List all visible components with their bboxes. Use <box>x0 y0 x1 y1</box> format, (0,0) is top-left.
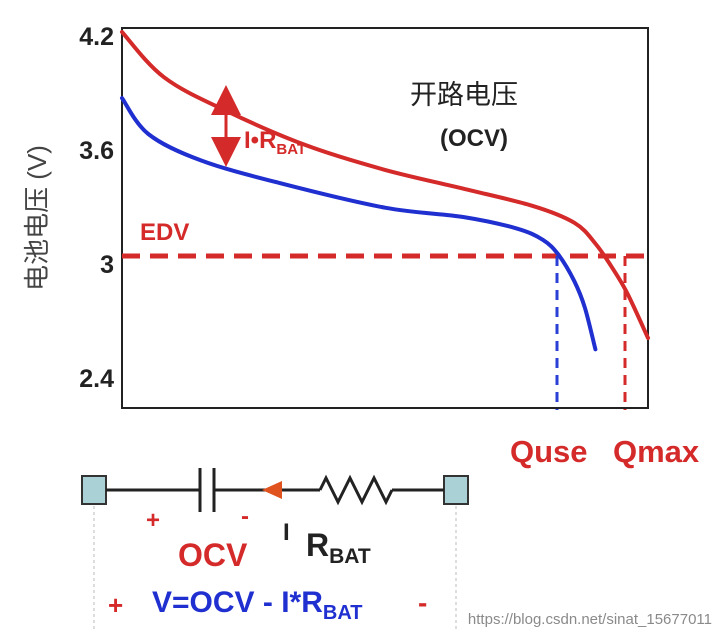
equation-plus: + <box>108 590 123 620</box>
resistor-label: RBAT <box>306 527 371 568</box>
edv-label: EDV <box>140 219 189 246</box>
terminal-voltage-curve <box>120 96 598 352</box>
current-label: I <box>283 519 290 546</box>
ir-drop-sub: BAT <box>276 141 306 158</box>
ir-drop-main: I•R <box>244 127 276 154</box>
equation-body: V=OCV - I*R <box>152 586 323 619</box>
resistor-label-main: R <box>306 527 329 563</box>
equation-sub: BAT <box>323 602 363 624</box>
y-tick-label: 3 <box>100 251 114 279</box>
current-arrow-icon <box>262 481 282 499</box>
ir-drop-label: I•RBAT <box>244 127 306 158</box>
equation: V=OCV - I*RBAT <box>152 586 363 624</box>
y-tick-label: 4.2 <box>79 23 114 51</box>
circuit-diagram: + - I OCV RBAT + V=OCV - I*RBAT - <box>81 468 469 630</box>
y-tick-labels: 4.2 3.6 3 2.4 <box>79 23 114 393</box>
quse-label: Quse <box>510 434 588 469</box>
y-axis-label: 电池电压 (V) <box>22 145 52 291</box>
ocv-annotation-en: (OCV) <box>440 125 508 152</box>
resistor-zigzag <box>318 474 394 506</box>
plot-frame <box>121 27 649 409</box>
y-tick-label: 2.4 <box>79 365 114 393</box>
capacitor-minus-label: - <box>241 503 249 530</box>
y-tick-label: 3.6 <box>79 137 114 165</box>
qmax-label: Qmax <box>613 434 700 469</box>
ocv-curve <box>120 30 650 340</box>
ocv-circuit-label: OCV <box>178 537 248 573</box>
capacitor-plus-label: + <box>146 507 160 534</box>
terminal-right <box>443 475 469 505</box>
equation-minus: - <box>418 587 427 618</box>
watermark: https://blog.csdn.net/sinat_15677011 <box>468 611 712 628</box>
ocv-annotation-cn: 开路电压 <box>410 80 518 110</box>
resistor-label-sub: BAT <box>329 545 371 568</box>
terminal-left <box>81 475 107 505</box>
